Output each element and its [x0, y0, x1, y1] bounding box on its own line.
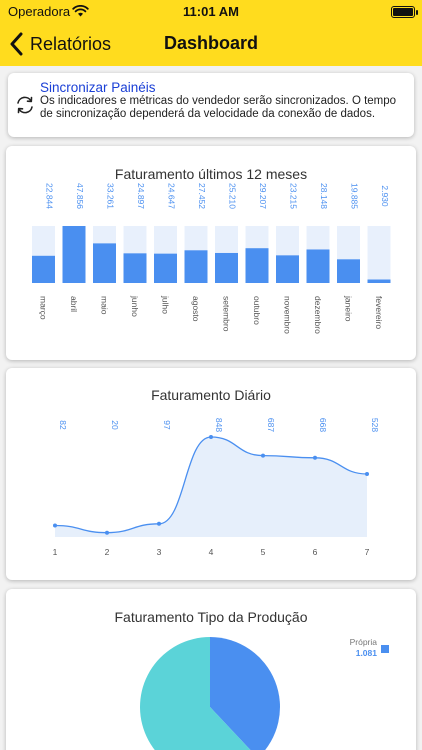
- chart-title: Faturamento Tipo da Produção: [114, 609, 308, 625]
- x-tick-label: 2: [105, 547, 110, 557]
- bar-value-label: 24.897: [136, 183, 146, 209]
- data-point: [261, 453, 265, 458]
- clock: 11:01 AM: [183, 4, 239, 19]
- data-point: [365, 471, 369, 476]
- data-point: [157, 521, 161, 526]
- x-tick-label: 6: [313, 547, 318, 557]
- data-value-label: 20: [110, 420, 120, 430]
- bar: [123, 253, 147, 283]
- data-value-label: 687: [266, 418, 276, 432]
- data-value-label: 668: [318, 418, 328, 432]
- daily-revenue-chart: 82 1 20 2 97 3 848 4 687 5 668 6 528 7: [53, 418, 380, 557]
- x-tick-label: outubro: [252, 296, 262, 325]
- bar-value-label: 2.930: [380, 185, 390, 207]
- x-tick-label: 7: [365, 547, 370, 557]
- data-point: [105, 530, 109, 535]
- x-tick-label: dezembro: [313, 296, 323, 334]
- x-tick-label: novembro: [283, 296, 293, 334]
- data-value-label: 97: [162, 420, 172, 430]
- chart-title: Faturamento Diário: [151, 387, 271, 403]
- legend-swatch: [381, 645, 389, 653]
- monthly-revenue-chart: 22.844 março 47.856 abril 33.261 maio 24.897 ju…: [32, 183, 391, 334]
- data-value-label: 528: [370, 418, 380, 432]
- bar: [62, 226, 86, 283]
- back-button-label: Relatórios: [30, 33, 112, 54]
- sync-panels-card[interactable]: Sincronizar Painéis Os indicadores e mét…: [8, 73, 414, 137]
- page-title: Dashboard: [163, 33, 259, 53]
- bar: [154, 253, 177, 283]
- battery-icon: [391, 6, 418, 18]
- bar-value-label: 29.207: [258, 183, 268, 209]
- x-tick-label: agosto: [191, 296, 201, 322]
- chart-title: Faturamento últimos 12 meses: [114, 166, 308, 182]
- bar-value-label: 27.452: [197, 183, 207, 209]
- x-tick-label: setembro: [222, 296, 232, 332]
- x-tick-label: julho: [161, 295, 171, 314]
- navigation-bar: [0, 0, 422, 66]
- bar: [337, 259, 360, 283]
- wifi-icon: [72, 5, 89, 17]
- pie-slice: [210, 637, 280, 750]
- carrier-label: Operadora: [8, 4, 71, 19]
- sync-icon: [17, 96, 33, 114]
- bar-value-label: 22.844: [45, 183, 55, 209]
- bar: [367, 279, 391, 283]
- chevron-left-icon: [10, 32, 23, 56]
- data-point: [53, 523, 57, 528]
- data-value-label: 848: [214, 418, 224, 432]
- status-bar: Operadora 11:01 AM: [0, 0, 422, 24]
- x-tick-label: abril: [69, 296, 79, 312]
- x-tick-label: 1: [53, 547, 58, 557]
- x-tick-label: março: [39, 296, 49, 320]
- bar-value-label: 24.647: [167, 183, 177, 209]
- data-point: [209, 435, 213, 439]
- bar: [93, 243, 116, 283]
- bar-value-label: 47.856: [75, 183, 85, 209]
- data-value-label: 82: [58, 420, 68, 430]
- x-tick-label: 3: [157, 547, 162, 557]
- x-tick-label: junho: [130, 295, 140, 317]
- data-point: [313, 455, 317, 460]
- sync-description: Os indicadores e métricas do vendedor se…: [40, 95, 397, 120]
- x-tick-label: maio: [100, 296, 110, 315]
- bar-value-label: 28.148: [319, 183, 329, 209]
- bar-value-label: 19.885: [350, 183, 360, 209]
- production-type-card: Faturamento Tipo da Produção Própria 1.08…: [6, 589, 416, 750]
- x-tick-label: janeiro: [344, 295, 354, 322]
- x-tick-label: 4: [209, 547, 214, 557]
- legend-value: 1.081: [356, 648, 378, 658]
- daily-revenue-card: Faturamento Diário 82 1 20 2 97 3 848 4 687 5 668 6…: [6, 368, 416, 580]
- bar: [306, 249, 330, 283]
- bar: [245, 248, 269, 283]
- sync-title: Sincronizar Painéis: [40, 80, 156, 95]
- pie-slice: [140, 637, 251, 750]
- bar: [32, 255, 55, 283]
- back-button[interactable]: Relatórios: [10, 30, 111, 58]
- bar: [184, 250, 208, 283]
- legend-label: Própria: [350, 637, 378, 647]
- monthly-revenue-card: Faturamento últimos 12 meses 22.844 março…: [6, 146, 416, 360]
- bar: [215, 252, 238, 283]
- x-tick-label: fevereiro: [374, 296, 384, 329]
- bar-value-label: 23.215: [289, 183, 299, 209]
- x-tick-label: 5: [261, 547, 266, 557]
- bar-value-label: 33.261: [106, 183, 116, 209]
- bar: [276, 255, 299, 283]
- bar-value-label: 25.210: [228, 183, 238, 209]
- area-fill: [55, 437, 367, 537]
- bar-track: [367, 226, 391, 283]
